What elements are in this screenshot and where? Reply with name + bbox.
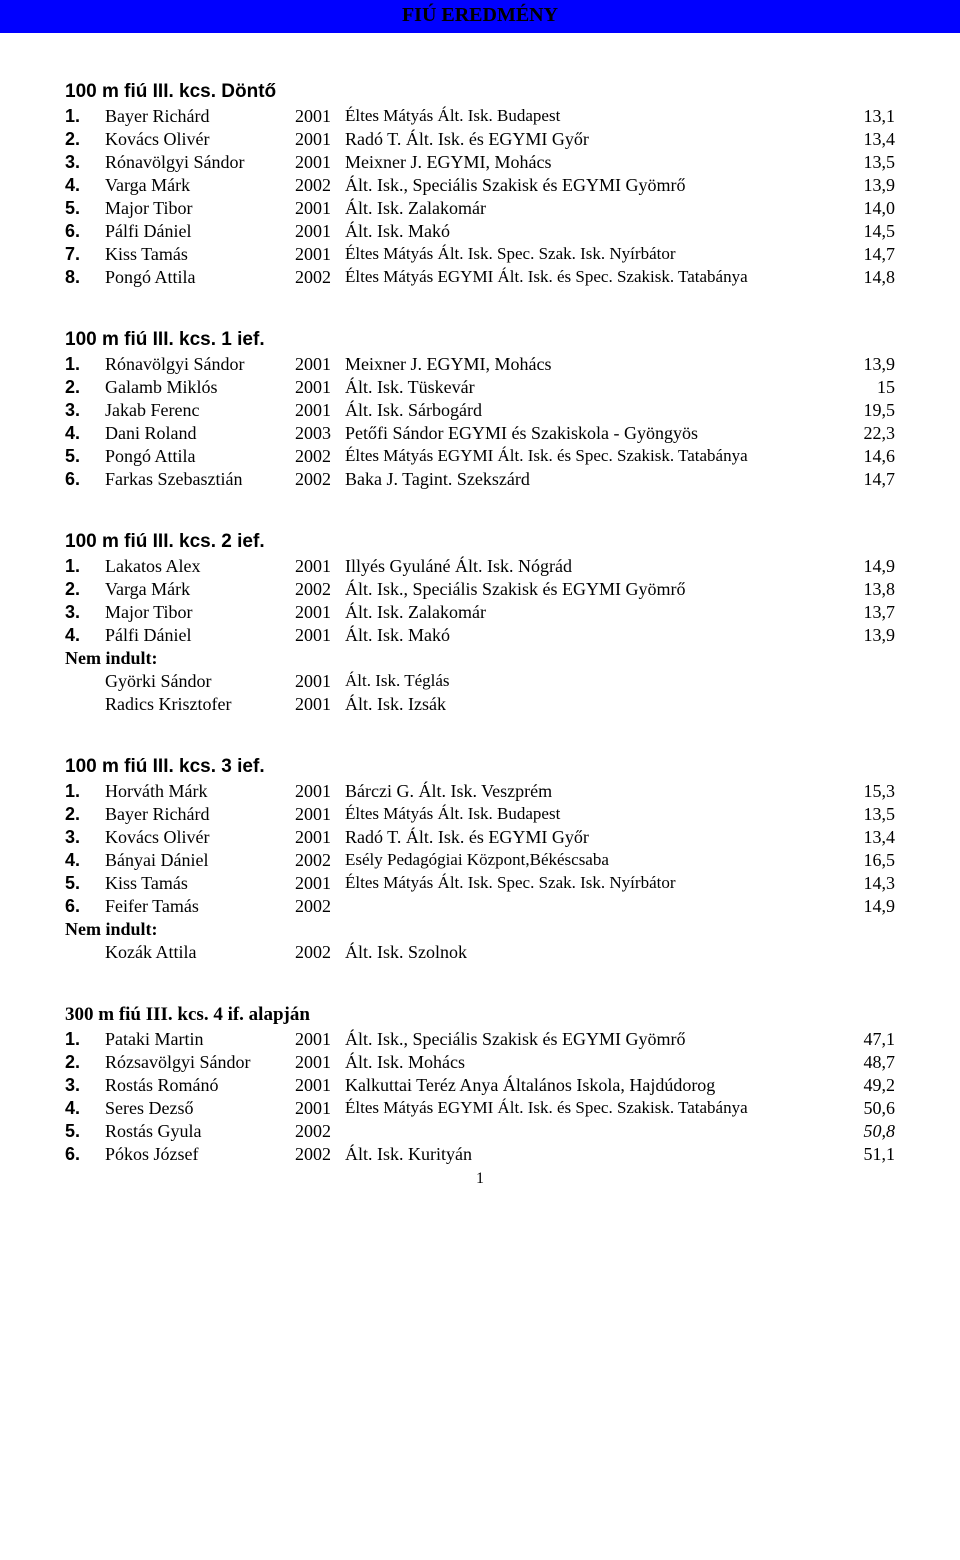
table-row: 1.Rónavölgyi Sándor2001Meixner J. EGYMI,… <box>65 353 895 376</box>
table-row: 4.Bányai Dániel2002Esély Pedagógiai Közp… <box>65 849 895 872</box>
table-row: 6.Farkas Szebasztián2002Baka J. Tagint. … <box>65 468 895 491</box>
table-row: 3.Major Tibor2001Ált. Isk. Zalakomár13,7 <box>65 601 895 624</box>
table-row: 4.Varga Márk2002Ált. Isk., Speciális Sza… <box>65 174 895 197</box>
section-4: 300 m fiú III. kcs. 4 if. alapján 1.Pata… <box>65 1004 895 1166</box>
results-table: 1.Bayer Richárd2001Éltes Mátyás Ált. Isk… <box>65 105 895 289</box>
section-title: 100 m fiú III. kcs. 2 ief. <box>65 531 895 553</box>
page-number: 1 <box>65 1170 895 1188</box>
not-started-row: Nem indult: <box>65 647 895 670</box>
section-1: 100 m fiú III. kcs. 1 ief. 1.Rónavölgyi … <box>65 329 895 491</box>
section-2: 100 m fiú III. kcs. 2 ief. 1.Lakatos Ale… <box>65 531 895 716</box>
table-row: 4.Dani Roland2003Petőfi Sándor EGYMI és … <box>65 422 895 445</box>
table-row: 1.Horváth Márk2001Bárczi G. Ált. Isk. Ve… <box>65 780 895 803</box>
results-table: 1.Lakatos Alex2001Illyés Gyuláné Ált. Is… <box>65 555 895 716</box>
table-row: 1.Lakatos Alex2001Illyés Gyuláné Ált. Is… <box>65 555 895 578</box>
page-body: 100 m fiú III. kcs. Döntő 1.Bayer Richár… <box>0 33 960 1218</box>
table-row: 4.Seres Dezső2001Éltes Mátyás EGYMI Ált.… <box>65 1097 895 1120</box>
table-row: 3.Rónavölgyi Sándor2001Meixner J. EGYMI,… <box>65 151 895 174</box>
table-row: Radics Krisztofer2001Ált. Isk. Izsák <box>65 693 895 716</box>
table-row: 3.Rostás Románó2001Kalkuttai Teréz Anya … <box>65 1074 895 1097</box>
table-row: 6.Pálfi Dániel2001Ált. Isk. Makó14,5 <box>65 220 895 243</box>
table-row: 1.Pataki Martin2001Ált. Isk., Speciális … <box>65 1028 895 1051</box>
table-row: 2.Varga Márk2002Ált. Isk., Speciális Sza… <box>65 578 895 601</box>
table-row: 2.Kovács Olivér2001Radó T. Ált. Isk. és … <box>65 128 895 151</box>
table-row: 7.Kiss Tamás2001Éltes Mátyás Ált. Isk. S… <box>65 243 895 266</box>
table-row: 3.Jakab Ferenc2001Ált. Isk. Sárbogárd19,… <box>65 399 895 422</box>
table-row: 2.Galamb Miklós2001Ált. Isk. Tüskevár15 <box>65 376 895 399</box>
table-row: 1.Bayer Richárd2001Éltes Mátyás Ált. Isk… <box>65 105 895 128</box>
table-row: 2.Bayer Richárd2001Éltes Mátyás Ált. Isk… <box>65 803 895 826</box>
section-title: 100 m fiú III. kcs. 1 ief. <box>65 329 895 351</box>
table-row: 4.Pálfi Dániel2001Ált. Isk. Makó13,9 <box>65 624 895 647</box>
table-row: 5.Rostás Gyula200250,8 <box>65 1120 895 1143</box>
results-table: 1.Horváth Márk2001Bárczi G. Ált. Isk. Ve… <box>65 780 895 964</box>
table-row: 5.Pongó Attila2002Éltes Mátyás EGYMI Ált… <box>65 445 895 468</box>
table-row: 6.Feifer Tamás200214,9 <box>65 895 895 918</box>
page-banner: FIÚ EREDMÉNY <box>0 0 960 33</box>
section-3: 100 m fiú III. kcs. 3 ief. 1.Horváth Már… <box>65 756 895 964</box>
table-row: 5.Kiss Tamás2001Éltes Mátyás Ált. Isk. S… <box>65 872 895 895</box>
table-row: 5.Major Tibor2001Ált. Isk. Zalakomár14,0 <box>65 197 895 220</box>
table-row: Kozák Attila2002Ált. Isk. Szolnok <box>65 941 895 964</box>
section-title: 100 m fiú III. kcs. 3 ief. <box>65 756 895 778</box>
table-row: 2.Rózsavölgyi Sándor2001Ált. Isk. Mohács… <box>65 1051 895 1074</box>
not-started-row: Nem indult: <box>65 918 895 941</box>
section-0: 100 m fiú III. kcs. Döntő 1.Bayer Richár… <box>65 81 895 289</box>
table-row: Györki Sándor2001Ált. Isk. Téglás <box>65 670 895 693</box>
table-row: 6.Pókos József2002Ált. Isk. Kurityán51,1 <box>65 1143 895 1166</box>
section-title: 100 m fiú III. kcs. Döntő <box>65 81 895 103</box>
table-row: 3.Kovács Olivér2001Radó T. Ált. Isk. és … <box>65 826 895 849</box>
table-row: 8.Pongó Attila2002Éltes Mátyás EGYMI Ált… <box>65 266 895 289</box>
section-title: 300 m fiú III. kcs. 4 if. alapján <box>65 1004 895 1026</box>
results-table: 1.Pataki Martin2001Ált. Isk., Speciális … <box>65 1028 895 1166</box>
results-table: 1.Rónavölgyi Sándor2001Meixner J. EGYMI,… <box>65 353 895 491</box>
